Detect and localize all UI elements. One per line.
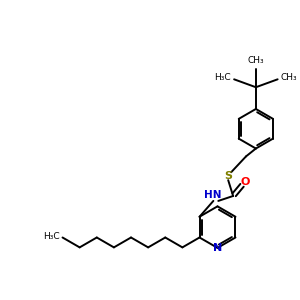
Text: CH₃: CH₃ xyxy=(248,56,264,65)
Text: N: N xyxy=(213,243,222,253)
Text: S: S xyxy=(224,171,232,181)
Text: H₃C: H₃C xyxy=(214,73,231,82)
Text: H₃C: H₃C xyxy=(43,232,60,241)
Text: O: O xyxy=(240,177,250,187)
Text: HN: HN xyxy=(204,190,221,200)
Text: CH₃: CH₃ xyxy=(280,73,297,82)
